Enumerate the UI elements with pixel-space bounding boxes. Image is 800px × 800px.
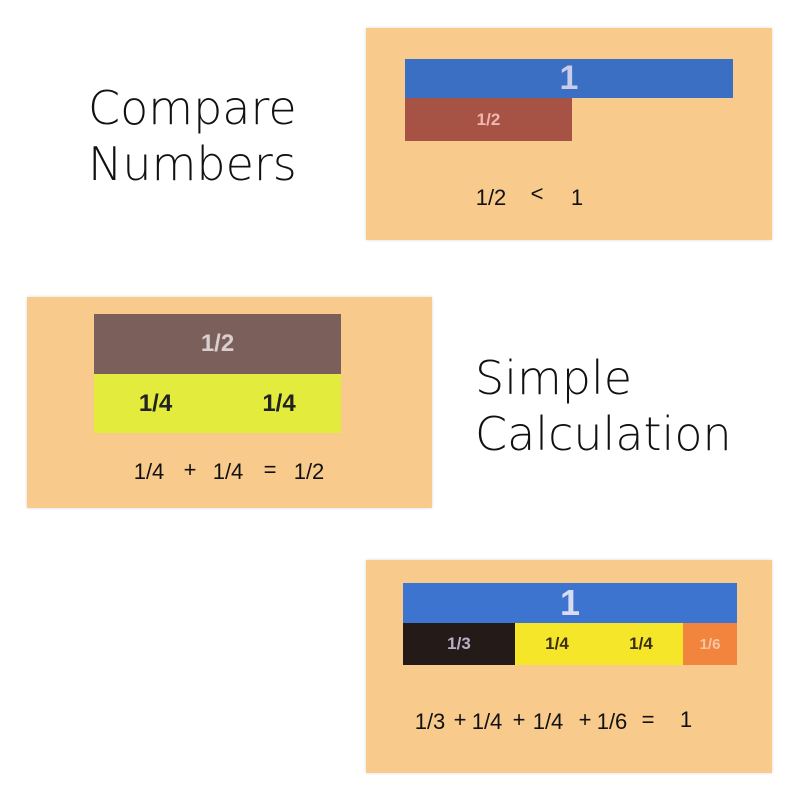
equation-operator: + xyxy=(512,707,526,732)
equation-operator: + xyxy=(183,457,197,482)
equation-term: 1/3 xyxy=(414,709,446,734)
equation-term: 1/6 xyxy=(596,709,628,734)
title-line: Numbers xyxy=(88,137,297,191)
equation-operator: + xyxy=(453,707,467,732)
equation-term: 1/4 xyxy=(212,459,244,484)
bar-label: 1/6 xyxy=(699,635,721,653)
equation-term: 1 xyxy=(570,185,584,210)
bar-label: 1/2 xyxy=(200,330,235,357)
bar-label: 1/4 xyxy=(545,634,569,653)
bar-label: 1/2 xyxy=(476,109,501,129)
bar-label: 1/4 xyxy=(629,634,653,653)
equation-operator: + xyxy=(578,707,592,732)
equation-term: 1/2 xyxy=(475,185,507,210)
equation-operator: < xyxy=(530,181,544,206)
fraction-bar-1-over-4: 1/4 xyxy=(515,623,599,665)
bar-label: 1 xyxy=(559,59,579,97)
title-line: Simple xyxy=(475,351,633,405)
fraction-bar-1-over-6: 1/6 xyxy=(683,623,737,665)
bar-label: 1/4 xyxy=(138,389,173,417)
fraction-bar-1-over-2: 1/2 xyxy=(94,314,341,374)
equation-term: 1/2 xyxy=(293,459,325,484)
title-line: Calculation xyxy=(475,407,732,461)
simple-calculation-title: Simple Calculation xyxy=(475,350,732,462)
bar-label: 1/4 xyxy=(262,389,296,417)
compare-numbers-title: Compare Numbers xyxy=(88,80,297,192)
equation-term: 1/4 xyxy=(471,709,503,734)
fraction-bar-1-over-2: 1/2 xyxy=(405,98,572,141)
equation-term: 1 xyxy=(679,707,693,732)
equation-operator: = xyxy=(641,707,655,732)
fraction-bar-1: 1 xyxy=(403,582,737,623)
fraction-bar-1-over-4: 1/4 xyxy=(217,374,341,433)
fraction-bar-1-over-3: 1/3 xyxy=(403,623,515,665)
equation-operator: = xyxy=(263,457,277,482)
title-line: Compare xyxy=(88,81,297,135)
fraction-bar-1: 1 xyxy=(405,59,733,98)
fraction-bar-1-over-4: 1/4 xyxy=(599,623,683,665)
equation-term: 1/4 xyxy=(133,459,165,484)
equation-term: 1/4 xyxy=(532,709,564,734)
bar-label: 1 xyxy=(559,582,581,623)
fraction-bar-1-over-4: 1/4 xyxy=(94,374,217,433)
bar-label: 1/3 xyxy=(447,634,471,653)
